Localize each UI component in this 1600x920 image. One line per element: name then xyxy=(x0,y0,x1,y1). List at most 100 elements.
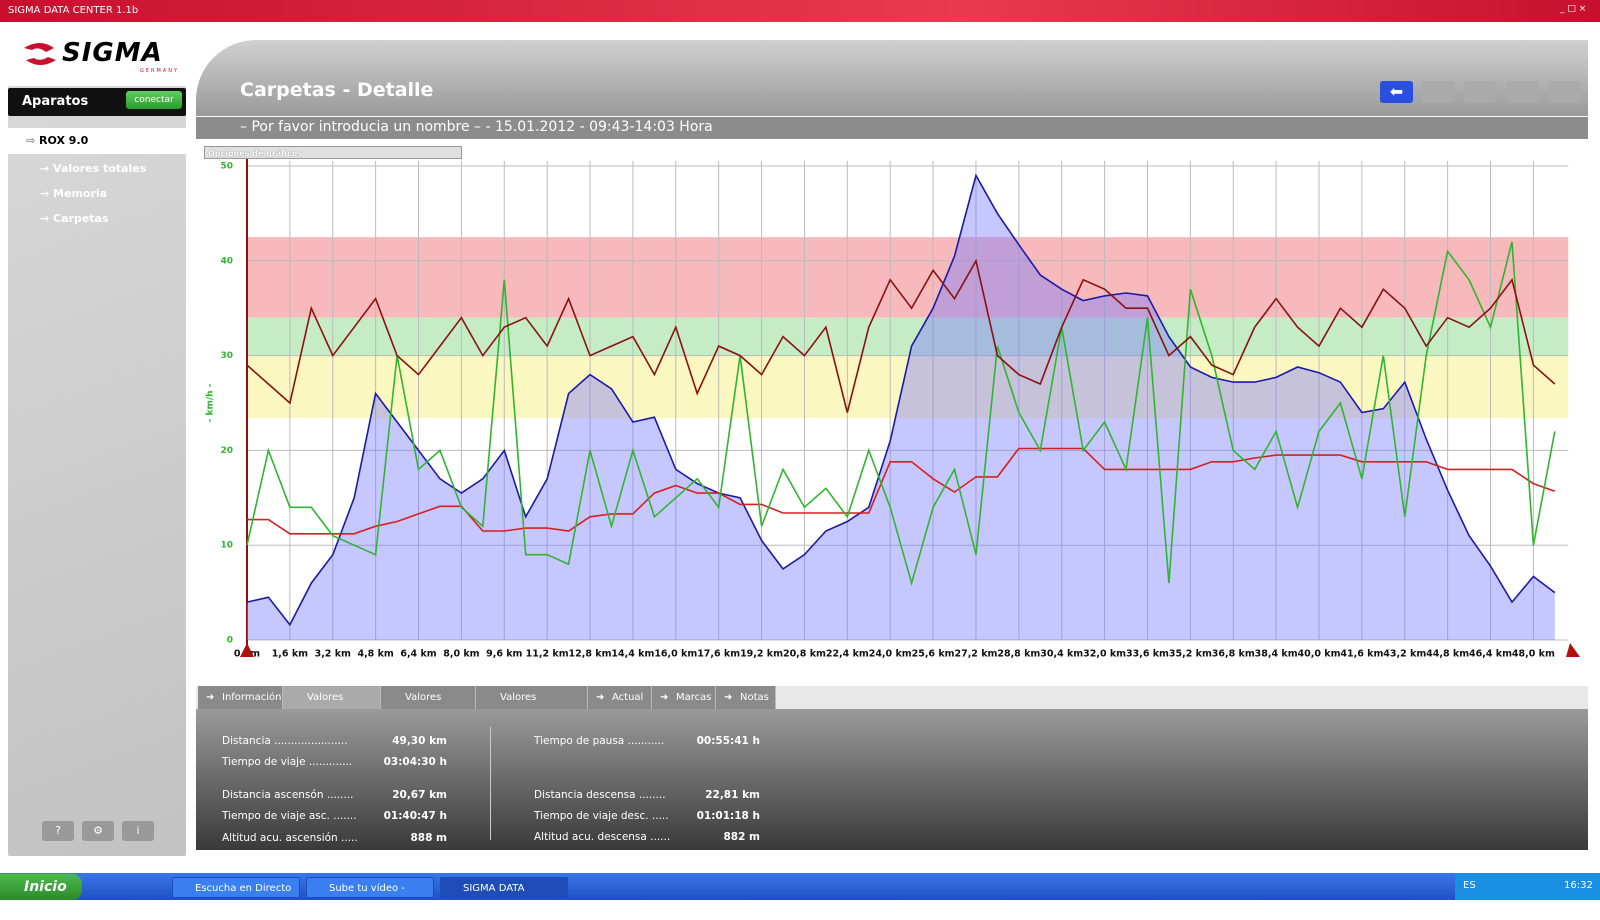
line xyxy=(246,258,1556,413)
x-tick-label: 17,6 km xyxy=(697,649,740,660)
tab[interactable]: Marcas ➜ xyxy=(652,686,716,709)
device-label: ROX 9.0 xyxy=(39,134,89,147)
stat-value: 22,81 km xyxy=(705,789,760,801)
x-tick-label: 12,8 km xyxy=(569,649,612,660)
y-tick-label: 0 xyxy=(227,636,233,646)
chart-options[interactable]: Opciones de gráficos xyxy=(204,146,462,159)
x-tick-label: 36,8 km xyxy=(1212,649,1255,660)
x-tick-label: 40,0 km xyxy=(1298,649,1341,660)
header xyxy=(196,40,1588,116)
tab[interactable]: Actual ➜ xyxy=(588,686,652,709)
start-button[interactable]: Inicio xyxy=(0,874,82,900)
x-tick-label: 11,2 km xyxy=(526,649,569,660)
x-tick-label: 20,8 km xyxy=(783,649,826,660)
stat-value: 03:04:30 h xyxy=(383,756,447,768)
logo-tagline: GERMANY xyxy=(140,68,180,74)
x-tick-label: 46,4 km xyxy=(1469,649,1512,660)
help-button[interactable]: ? xyxy=(42,821,74,841)
menu-item[interactable]: → Valores totales xyxy=(40,162,147,175)
x-tick-label: 32,0 km xyxy=(1083,649,1126,660)
line xyxy=(246,241,1556,587)
back-button[interactable]: ⬅ xyxy=(1380,81,1413,103)
sidebar: Aparatos conectar ⇨ ROX 9.0 → Valores to… xyxy=(8,86,186,856)
header-subtitle: – Por favor introducia un nombre – - 15.… xyxy=(240,119,713,135)
task-button[interactable]: Sube tu vídeo - YouT... xyxy=(306,877,434,915)
x-tick-label: 14,4 km xyxy=(611,649,654,660)
y-tick-label: 50 xyxy=(220,162,233,172)
stat-label: Distancia ...................... xyxy=(222,735,348,747)
x-tick-label: 43,2 km xyxy=(1383,649,1426,660)
tool-button[interactable] xyxy=(1422,81,1455,103)
x-tick-label: 4,8 km xyxy=(357,649,393,660)
x-tick-label: 30,4 km xyxy=(1040,649,1083,660)
stat-label: Distancia descensa ........ xyxy=(534,789,666,801)
x-tick-label: 25,6 km xyxy=(912,649,955,660)
page: SIGMA DATA CENTER 1.1b _ □ × SIGMA GERMA… xyxy=(0,0,1600,900)
sidebar-header: Aparatos xyxy=(22,94,89,109)
x-tick-label: 35,2 km xyxy=(1169,649,1212,660)
x-tick-label: 38,4 km xyxy=(1255,649,1298,660)
logo-brand: SIGMA xyxy=(62,38,163,68)
window-controls[interactable]: _ □ × xyxy=(1560,4,1587,14)
x-tick-label: 44,8 km xyxy=(1426,649,1469,660)
stat-label: Distancia ascensón ........ xyxy=(222,789,354,801)
x-tick-label: 33,6 km xyxy=(1126,649,1169,660)
stat-value: 49,30 km xyxy=(392,735,447,747)
menu-item[interactable]: → Memoria xyxy=(40,187,108,200)
device[interactable]: ⇨ ROX 9.0 xyxy=(26,134,89,147)
tab[interactable]: Notas ➜ xyxy=(716,686,776,709)
tab[interactable]: Información ➜ xyxy=(198,686,283,709)
task-button[interactable]: SIGMA DATA CENTE... xyxy=(440,877,568,915)
window-title: SIGMA DATA CENTER 1.1b xyxy=(0,0,1600,22)
print-button[interactable] xyxy=(1548,81,1581,103)
x-tick-label: 3,2 km xyxy=(315,649,351,660)
y-tick-label: 10 xyxy=(220,541,233,551)
stat-label: Tiempo de viaje desc. ..... xyxy=(534,810,669,822)
x-tick-label: 6,4 km xyxy=(400,649,436,660)
task-button[interactable]: Escucha en Directo M... xyxy=(172,877,300,915)
stat-value: 20,67 km xyxy=(392,789,447,801)
stats-panel xyxy=(196,709,1588,850)
stat-label: Tiempo de pausa ........... xyxy=(534,735,665,747)
connect-button[interactable]: conectar xyxy=(126,91,182,109)
x-tick-label: 41,6 km xyxy=(1340,649,1383,660)
x-tick-label: 8,0 km xyxy=(443,649,479,660)
x-tick-label: 9,6 km xyxy=(486,649,522,660)
logo-icon xyxy=(24,43,56,65)
tab[interactable]: Valores totales➜ xyxy=(283,686,381,726)
zone xyxy=(247,237,1569,318)
line xyxy=(246,173,1556,627)
clock: 16:32 xyxy=(1564,880,1593,891)
tool-button[interactable] xyxy=(1464,81,1497,103)
x-tick-label: 28,8 km xyxy=(997,649,1040,660)
x-tick-label: 1,6 km xyxy=(272,649,308,660)
x-tick-label: 22,4 km xyxy=(826,649,869,660)
x-tick-label: 48,0 km xyxy=(1512,649,1555,660)
x-tick-label: 27,2 km xyxy=(954,649,997,660)
y-axis-label: - km/h - xyxy=(206,383,216,422)
settings-button[interactable]: ⚙ xyxy=(82,821,114,841)
x-tick-label: 19,2 km xyxy=(740,649,783,660)
x-tick-label: 24,0 km xyxy=(869,649,912,660)
info-button[interactable]: i xyxy=(122,821,154,841)
x-tick-label: 16,0 km xyxy=(654,649,697,660)
zone xyxy=(247,317,1569,356)
stat-label: Tiempo de viaje ............. xyxy=(222,756,353,768)
stat-value: 888 m xyxy=(410,832,447,844)
stat-value: 01:40:47 h xyxy=(383,810,447,822)
header-title: Carpetas - Detalle xyxy=(240,79,434,101)
search-button[interactable] xyxy=(1506,81,1539,103)
tab[interactable]: Valores media➜ xyxy=(381,686,476,726)
y-tick-label: 20 xyxy=(220,446,233,456)
menu-item[interactable]: → Carpetas xyxy=(40,212,109,225)
stat-value: 01:01:18 h xyxy=(696,810,760,822)
y-tick-label: 30 xyxy=(220,351,233,361)
stat-label: Altitud acu. descensa ...... xyxy=(534,831,671,843)
stat-value: 00:55:41 h xyxy=(696,735,760,747)
stat-value: 882 m xyxy=(723,831,760,843)
language[interactable]: ES xyxy=(1463,880,1476,891)
tab[interactable]: Valores máx./mín.➜ xyxy=(476,686,588,726)
stat-label: Tiempo de viaje asc. ....... xyxy=(222,810,357,822)
stat-label: Altitud acu. ascensión ..... xyxy=(222,832,358,844)
